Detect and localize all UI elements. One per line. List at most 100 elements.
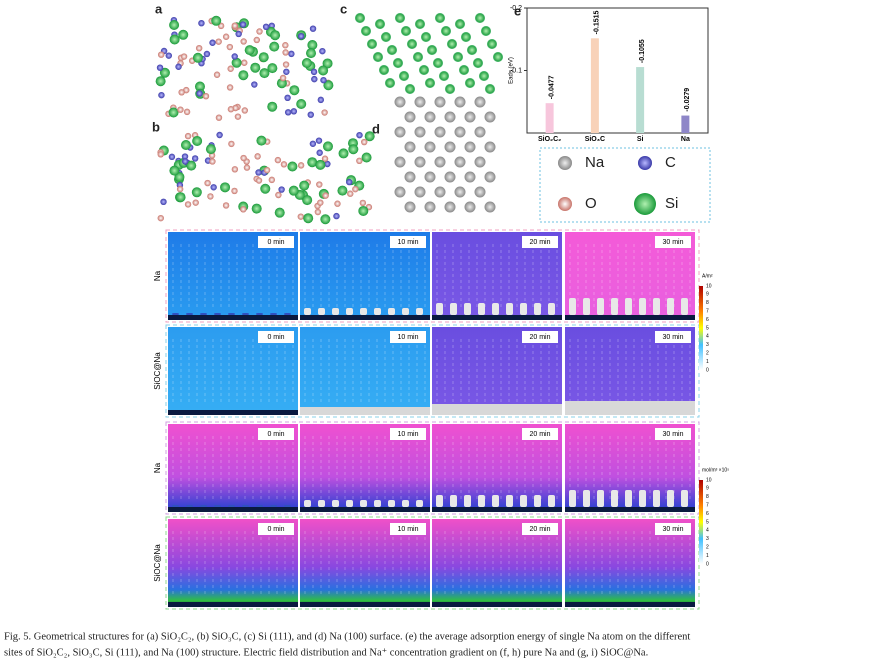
- atom: [485, 84, 495, 94]
- atom: [414, 156, 426, 168]
- dendrite: [388, 500, 395, 507]
- atom: [474, 186, 486, 198]
- atom: [263, 166, 271, 174]
- time-box: [258, 428, 294, 440]
- time-label: 0 min: [267, 431, 284, 438]
- time-box: [522, 236, 558, 248]
- atom: [181, 158, 189, 165]
- atom: [454, 186, 466, 198]
- time-box: [522, 428, 558, 440]
- atom: [180, 53, 188, 60]
- dendrite: [667, 490, 674, 507]
- time-box: [522, 331, 558, 343]
- atom: [484, 141, 496, 153]
- atom: [210, 184, 217, 191]
- colorbar-tick: 6: [706, 511, 709, 517]
- atom: [315, 137, 323, 144]
- colorbar-tick: 10: [706, 283, 712, 289]
- atom: [404, 171, 416, 183]
- dendrite: [492, 495, 499, 507]
- dendrite: [534, 303, 541, 315]
- electrode: [300, 315, 430, 320]
- colorbar-tick: 2: [706, 351, 709, 357]
- atom: [306, 48, 317, 59]
- legend-swatch: [558, 156, 572, 170]
- time-box: [655, 523, 691, 535]
- colorbar-tick: 10: [706, 477, 712, 483]
- atom: [318, 65, 329, 76]
- atom: [415, 19, 425, 29]
- dendrite: [450, 303, 457, 315]
- dendrite: [569, 298, 576, 315]
- atom: [240, 38, 247, 45]
- time-box: [258, 331, 294, 343]
- atom: [241, 107, 249, 114]
- atom: [393, 58, 403, 68]
- electrode: [300, 507, 430, 512]
- dendrite: [611, 298, 618, 315]
- dendrite: [402, 500, 409, 507]
- legend-label: Si: [665, 195, 678, 212]
- atom: [157, 51, 165, 58]
- value-label: -0.0477: [548, 75, 555, 99]
- atom: [299, 180, 310, 191]
- dendrite: [172, 313, 179, 315]
- atom: [297, 213, 305, 220]
- y-tick-label: -0.1: [510, 67, 522, 74]
- atom: [274, 207, 285, 218]
- time-label: 10 min: [397, 526, 418, 533]
- atom: [256, 28, 263, 35]
- atom: [424, 201, 436, 213]
- atom: [493, 52, 503, 62]
- atom: [311, 75, 318, 83]
- dendrite: [374, 500, 381, 507]
- legend-box: [539, 147, 711, 223]
- time-label: 10 min: [397, 431, 418, 438]
- atom: [283, 68, 290, 75]
- time-box: [655, 331, 691, 343]
- atom: [211, 15, 222, 26]
- atom: [183, 108, 191, 116]
- dendrite: [346, 308, 353, 315]
- atom: [205, 144, 216, 155]
- panel-label: e: [514, 3, 521, 18]
- time-box: [258, 236, 294, 248]
- row-frame: [165, 421, 700, 515]
- dendrite: [520, 303, 527, 315]
- dendrite: [346, 500, 353, 507]
- atom: [192, 199, 199, 206]
- atom: [267, 101, 278, 112]
- atom: [473, 58, 483, 68]
- atom: [424, 111, 436, 123]
- atom: [157, 214, 164, 222]
- atom: [348, 144, 359, 155]
- dendrite: [304, 308, 311, 315]
- atom: [481, 26, 491, 36]
- time-label: 0 min: [267, 334, 284, 341]
- atom: [317, 199, 324, 206]
- time-box: [390, 523, 426, 535]
- atom: [301, 58, 312, 69]
- atom: [464, 141, 476, 153]
- atom: [198, 19, 205, 27]
- atom: [454, 156, 466, 168]
- atom: [322, 192, 329, 199]
- y-axis-label: Eads (eV): [509, 57, 515, 84]
- dendrite: [597, 298, 604, 315]
- colorbar-tick: 4: [706, 528, 709, 534]
- dendrite: [402, 308, 409, 315]
- atom: [175, 192, 186, 203]
- dendrite: [583, 490, 590, 507]
- electrode: [565, 315, 695, 320]
- atom: [282, 49, 289, 56]
- atom: [316, 181, 323, 188]
- atom: [316, 149, 323, 156]
- time-label: 0 min: [267, 526, 284, 533]
- atom: [379, 65, 389, 75]
- atom: [158, 91, 165, 99]
- panel-label: c: [340, 1, 347, 16]
- atom: [464, 171, 476, 183]
- time-label: 20 min: [529, 526, 550, 533]
- atom: [394, 156, 406, 168]
